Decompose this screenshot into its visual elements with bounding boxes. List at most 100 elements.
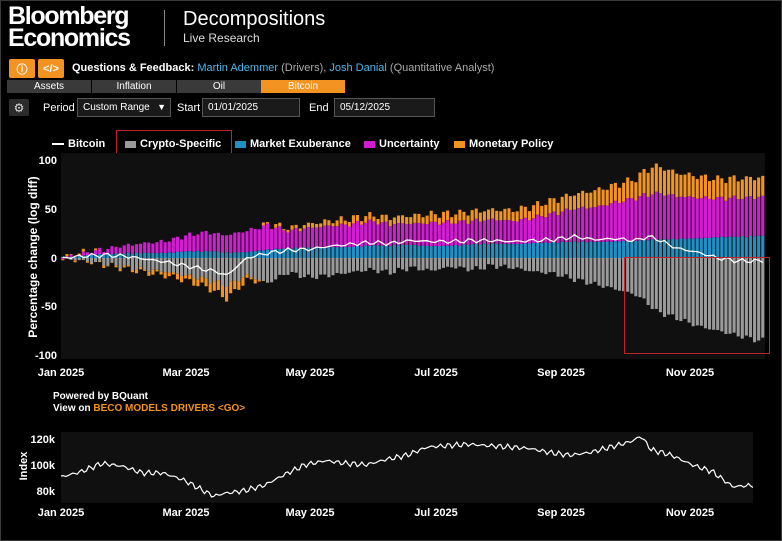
bar-uncertainty bbox=[151, 243, 155, 253]
bar-monetary-policy bbox=[458, 209, 462, 221]
bar-uncertainty bbox=[703, 196, 707, 238]
code-button[interactable]: </> bbox=[38, 59, 64, 78]
header-divider bbox=[164, 10, 165, 46]
tab-oil[interactable]: Oil bbox=[177, 80, 261, 93]
bar-market-exuberance bbox=[577, 242, 581, 258]
bar-monetary-policy bbox=[609, 183, 613, 204]
legend-item-bitcoin[interactable]: Bitcoin bbox=[52, 138, 105, 150]
bar-crypto-specific bbox=[249, 258, 253, 278]
bar-market-exuberance bbox=[409, 244, 413, 258]
bar-uncertainty bbox=[388, 226, 392, 247]
bar-market-exuberance bbox=[482, 243, 486, 258]
bar-market-exuberance bbox=[245, 252, 249, 258]
bar-monetary-policy bbox=[437, 217, 441, 225]
bar-monetary-policy bbox=[491, 208, 495, 219]
bar-market-exuberance bbox=[523, 243, 527, 258]
bar-crypto-specific bbox=[577, 258, 581, 279]
decomposition-chart[interactable] bbox=[61, 153, 765, 359]
bar-crypto-specific bbox=[732, 258, 736, 333]
bar-crypto-specific bbox=[736, 258, 740, 337]
bar-crypto-specific bbox=[171, 258, 175, 273]
end-date-input[interactable]: 05/12/2025 bbox=[334, 98, 435, 117]
bar-monetary-policy bbox=[335, 220, 339, 227]
legend-item-monetary-policy[interactable]: Monetary Policy bbox=[454, 138, 553, 150]
powered-by-text: Powered by BQuant bbox=[53, 391, 149, 402]
bar-monetary-policy bbox=[613, 182, 617, 201]
bar-crypto-specific bbox=[85, 258, 89, 262]
bar-crypto-specific bbox=[437, 258, 441, 270]
beco-command-link[interactable]: BECO MODELS DRIVERS <GO> bbox=[93, 403, 246, 414]
contact-link-josh[interactable]: Josh Danial bbox=[329, 62, 387, 74]
bar-monetary-policy bbox=[433, 214, 437, 222]
bar-market-exuberance bbox=[675, 239, 679, 258]
bar-crypto-specific bbox=[413, 258, 417, 267]
bar-uncertainty bbox=[147, 242, 151, 253]
bar-market-exuberance bbox=[241, 252, 245, 258]
bar-uncertainty bbox=[732, 195, 736, 237]
bar-uncertainty bbox=[286, 232, 290, 248]
bar-market-exuberance bbox=[306, 247, 310, 258]
bar-market-exuberance bbox=[335, 247, 339, 258]
bar-market-exuberance bbox=[617, 241, 622, 258]
bar-crypto-specific bbox=[114, 258, 118, 266]
bar-market-exuberance bbox=[724, 237, 728, 258]
bar-market-exuberance bbox=[130, 253, 134, 258]
bar-monetary-policy bbox=[495, 210, 499, 221]
contact-link-martin[interactable]: Martin Ademmer bbox=[197, 62, 279, 74]
legend-item-uncertainty[interactable]: Uncertainty bbox=[364, 138, 440, 150]
legend-item-crypto-specific[interactable]: Crypto-Specific bbox=[125, 138, 221, 150]
bar-crypto-specific bbox=[515, 258, 519, 268]
bar-uncertainty bbox=[691, 197, 695, 239]
tab-inflation[interactable]: Inflation bbox=[92, 80, 176, 93]
bar-crypto-specific bbox=[220, 258, 225, 286]
tab-assets[interactable]: Assets bbox=[7, 80, 91, 93]
bar-uncertainty bbox=[605, 205, 609, 242]
tab-bitcoin[interactable]: Bitcoin bbox=[261, 80, 345, 93]
bar-monetary-policy bbox=[527, 211, 531, 221]
x-tick-jul: Jul 2025 bbox=[414, 367, 458, 379]
bar-uncertainty bbox=[556, 215, 560, 244]
bar-monetary-policy bbox=[577, 193, 581, 209]
bar-uncertainty bbox=[744, 196, 748, 238]
bar-uncertainty bbox=[540, 216, 544, 243]
bar-monetary-policy bbox=[695, 179, 699, 199]
bar-crypto-specific bbox=[499, 258, 503, 267]
bar-uncertainty bbox=[609, 203, 613, 242]
bar-crypto-specific bbox=[102, 258, 106, 266]
settings-button[interactable]: ⚙ bbox=[9, 99, 29, 116]
start-date-input[interactable]: 01/01/2025 bbox=[202, 98, 300, 117]
bar-crypto-specific bbox=[523, 258, 527, 271]
bar-crypto-specific bbox=[335, 258, 339, 273]
bar-uncertainty bbox=[474, 218, 478, 245]
info-button[interactable]: ⓘ bbox=[9, 59, 35, 78]
bar-uncertainty bbox=[274, 227, 278, 249]
bar-market-exuberance bbox=[143, 252, 147, 258]
bar-market-exuberance bbox=[450, 245, 454, 258]
bar-monetary-policy bbox=[151, 269, 155, 275]
bar-monetary-policy bbox=[118, 269, 122, 272]
bar-monetary-policy bbox=[327, 220, 331, 226]
bar-monetary-policy bbox=[388, 220, 392, 227]
bar-market-exuberance bbox=[225, 252, 229, 258]
bar-market-exuberance bbox=[560, 241, 564, 258]
bar-market-exuberance bbox=[331, 246, 335, 258]
bar-market-exuberance bbox=[507, 244, 511, 258]
bar-uncertainty bbox=[593, 207, 597, 243]
bar-crypto-specific bbox=[728, 258, 732, 334]
bar-crypto-specific bbox=[339, 258, 343, 274]
bar-monetary-policy bbox=[143, 269, 147, 271]
bar-crypto-specific bbox=[568, 258, 572, 279]
bar-market-exuberance bbox=[229, 252, 233, 258]
bar-uncertainty bbox=[310, 227, 315, 248]
legend-item-market-exuberance[interactable]: Market Exuberance bbox=[235, 138, 351, 150]
bitcoin-index-chart[interactable] bbox=[61, 432, 753, 503]
bar-market-exuberance bbox=[437, 246, 441, 258]
bar-monetary-policy bbox=[384, 214, 388, 222]
bar-market-exuberance bbox=[634, 240, 638, 258]
bar-uncertainty bbox=[662, 195, 667, 240]
bar-crypto-specific bbox=[491, 258, 495, 265]
sub-y-tick-100k: 100k bbox=[30, 460, 55, 472]
period-select[interactable]: Custom Range ▼ bbox=[77, 98, 171, 117]
bar-monetary-policy bbox=[667, 169, 671, 195]
bar-crypto-specific bbox=[691, 258, 695, 327]
